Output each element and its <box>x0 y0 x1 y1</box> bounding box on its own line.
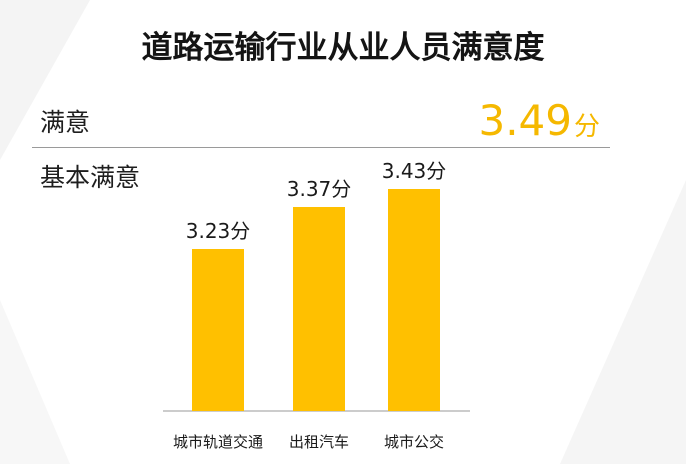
basically-satisfied-level-label: 基本满意 <box>40 163 141 192</box>
bar-2 <box>293 207 345 411</box>
overall-score-value: 3.49 <box>478 96 572 145</box>
satisfied-level-label: 满意 <box>40 108 91 137</box>
category-label-2: 出租汽车 <box>289 433 349 451</box>
category-label-1: 城市轨道交通 <box>173 433 263 451</box>
data-label-1: 3.23分 <box>186 219 251 243</box>
level-divider <box>32 147 610 148</box>
overall-score-unit: 分 <box>573 112 600 142</box>
overall-score: 3.49分 <box>478 96 600 145</box>
category-label-3: 城市公交 <box>384 433 444 451</box>
bar-1 <box>192 249 244 411</box>
chart-title: 道路运输行业从业人员满意度 <box>141 30 545 66</box>
data-label-3: 3.43分 <box>382 159 447 183</box>
data-label-2: 3.37分 <box>287 177 352 201</box>
bar-3 <box>388 189 440 411</box>
